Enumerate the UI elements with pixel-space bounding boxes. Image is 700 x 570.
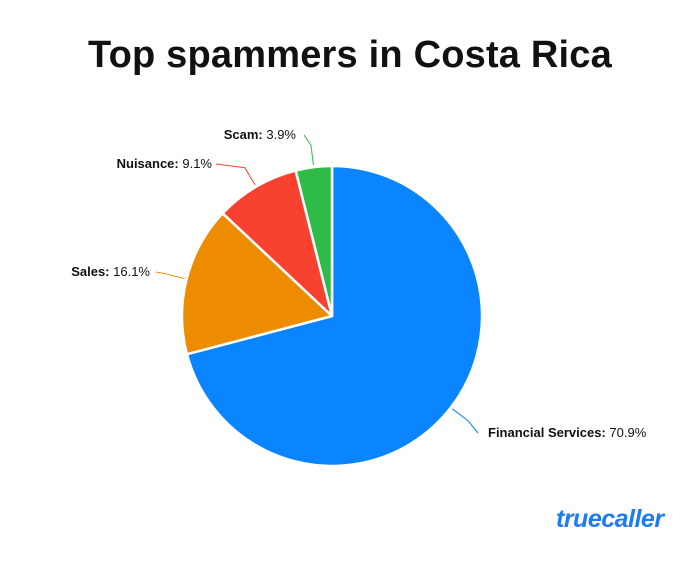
slice-label: Scam: 3.9% xyxy=(224,127,297,142)
truecaller-logo: truecaller xyxy=(556,505,664,533)
leader-line xyxy=(155,271,185,280)
slice-label-value: 70.9% xyxy=(606,425,647,440)
slice-label-name: Sales: xyxy=(71,264,109,279)
slice-label-name: Financial Services: xyxy=(488,425,606,440)
pie-slice-sales xyxy=(180,212,334,356)
slice-label-name: Nuisance: xyxy=(117,156,179,171)
slice-label: Nuisance: 9.1% xyxy=(117,156,213,171)
chart-title: Top spammers in Costa Rica xyxy=(88,34,612,76)
leader-line xyxy=(215,163,256,186)
slice-label-value: 3.9% xyxy=(263,127,297,142)
leader-line xyxy=(303,134,314,166)
slice-label-name: Scam: xyxy=(224,127,263,142)
pie-slice-financial-services xyxy=(185,164,484,468)
leader-line xyxy=(452,408,479,434)
pie-slice-scam xyxy=(294,164,334,318)
slice-label: Financial Services: 70.9% xyxy=(488,425,647,440)
slice-label-value: 16.1% xyxy=(110,264,151,279)
slice-label: Sales: 16.1% xyxy=(71,264,150,279)
slice-label-value: 9.1% xyxy=(179,156,213,171)
